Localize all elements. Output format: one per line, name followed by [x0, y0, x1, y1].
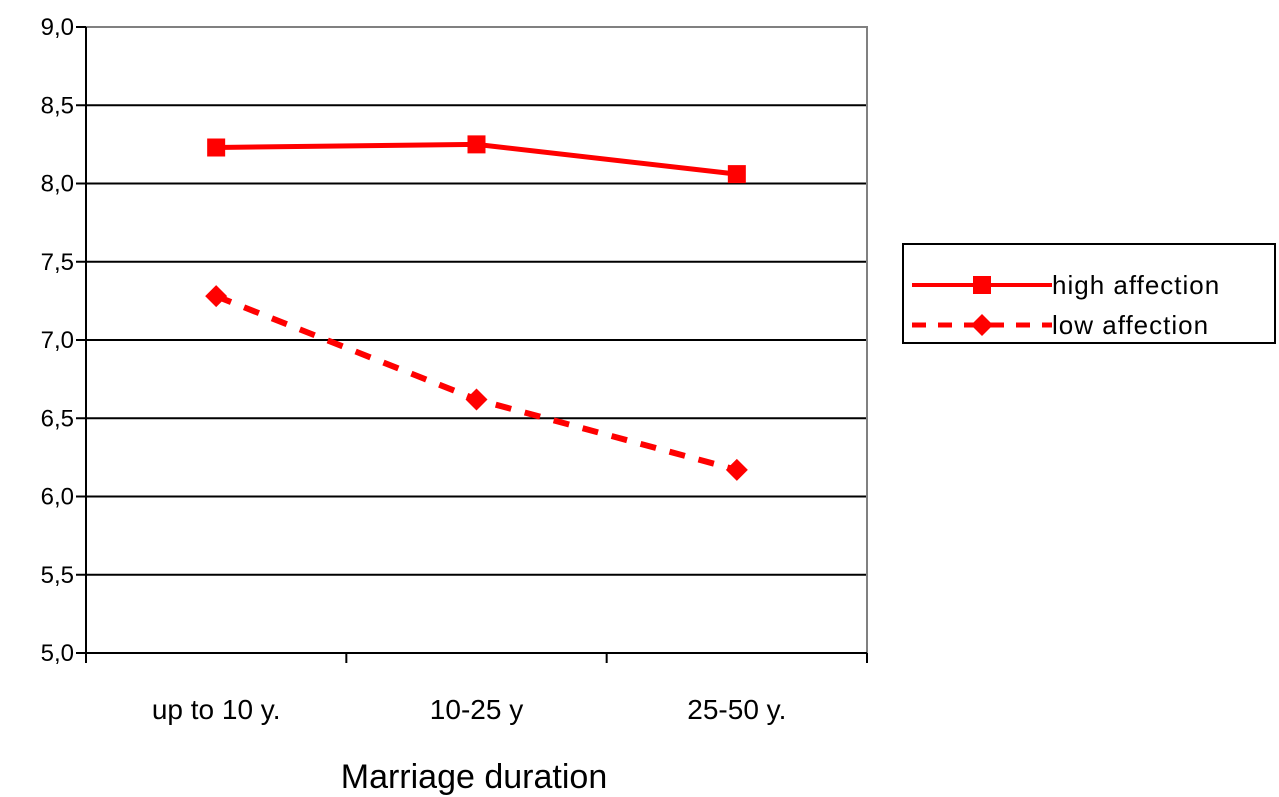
y-tick-label: 7,5	[41, 249, 74, 276]
data-point	[467, 135, 486, 154]
y-tick-label: 8,0	[41, 171, 74, 198]
y-tick-label: 8,5	[41, 92, 74, 119]
y-tick-label: 9,0	[41, 14, 74, 41]
x-tick-labels: up to 10 y. 10-25 y 25-50 y.	[152, 694, 787, 725]
x-axis-label: Marriage duration	[341, 758, 607, 796]
data-point	[465, 388, 488, 411]
y-tick-label: 5,0	[41, 640, 74, 667]
legend-line-diamond-marker	[912, 314, 1052, 336]
series-line	[215, 293, 738, 473]
legend-line-square-marker	[912, 276, 1052, 294]
series-high-affection	[207, 135, 746, 184]
legend: high affection low affection	[902, 243, 1276, 344]
y-tick-label: 5,5	[41, 562, 74, 589]
legend-item-low-affection: low affection	[904, 305, 1274, 345]
y-tick-label: 6,5	[41, 405, 74, 432]
legend-item-high-affection: high affection	[904, 265, 1274, 305]
legend-label: high affection	[1052, 270, 1221, 300]
data-point	[725, 458, 748, 481]
gridlines	[86, 104, 867, 576]
series-layer	[205, 135, 748, 481]
y-tick-labels: 5,0 5,5 6,0 6,5 7,0 7,5 8,0 8,5 9,0	[41, 14, 74, 667]
series-low-affection	[205, 285, 748, 481]
legend-label: low affection	[1052, 310, 1210, 340]
x-tick-label: 10-25 y	[430, 694, 523, 725]
x-tick-label: 25-50 y.	[687, 694, 786, 725]
y-tick-label: 7,0	[41, 327, 74, 354]
data-point	[727, 165, 746, 184]
data-point	[207, 138, 226, 157]
axes	[76, 26, 868, 663]
data-point	[205, 285, 228, 308]
y-tick-label: 6,0	[41, 484, 74, 511]
x-tick-label: up to 10 y.	[152, 694, 281, 725]
